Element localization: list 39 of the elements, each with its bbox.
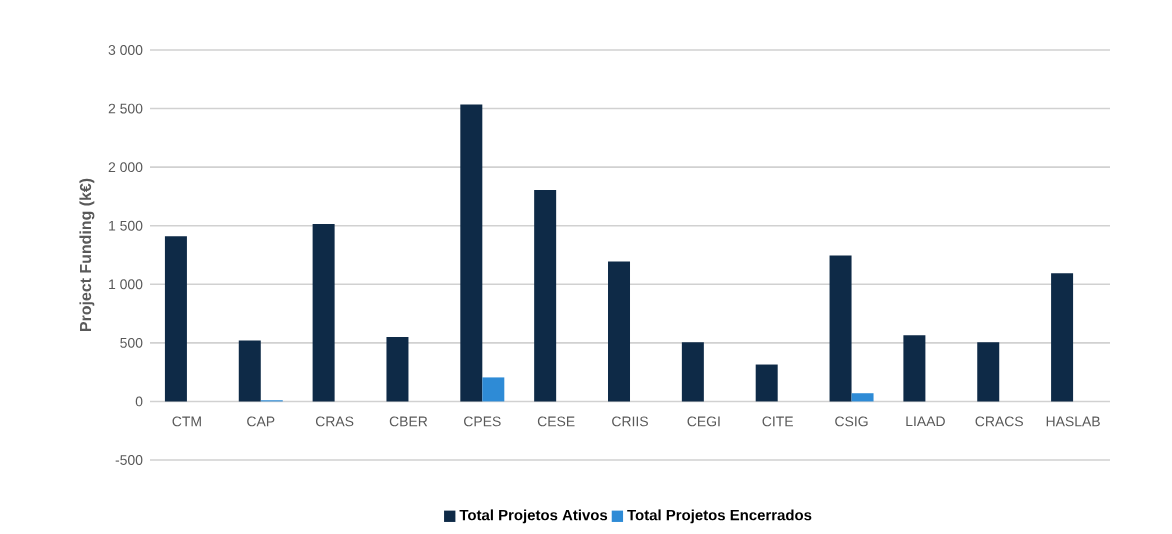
- x-tick-label: HASLAB: [1046, 416, 1100, 427]
- bar: [903, 335, 926, 402]
- bar: [238, 340, 261, 402]
- bar: [851, 393, 874, 402]
- x-tick-label: CRAS: [315, 416, 354, 427]
- x-tick-label: CPES: [464, 416, 501, 427]
- x-tick-label: CEGI: [687, 416, 720, 427]
- bar: [608, 261, 631, 402]
- x-tick-label: CITE: [762, 416, 793, 427]
- bar: [460, 104, 483, 402]
- y-tick-label: 2 500: [108, 103, 143, 114]
- bar: [829, 255, 852, 402]
- bar: [977, 342, 1000, 402]
- bar: [1051, 273, 1074, 402]
- legend-label: Total Projetos Encerrados: [627, 509, 812, 524]
- x-tick-label: CRIIS: [612, 416, 648, 427]
- y-axis-title: Project Funding (k€): [79, 178, 95, 331]
- bar: [534, 189, 557, 402]
- legend-label: Total Projetos Ativos: [459, 509, 608, 524]
- y-tick-label: 500: [120, 337, 143, 348]
- y-tick-label: 2 000: [108, 162, 143, 173]
- x-tick-label: CESE: [537, 416, 575, 427]
- bar: [755, 364, 778, 402]
- x-tick-label: CRACS: [975, 416, 1023, 427]
- x-tick-label: CAP: [247, 416, 275, 427]
- x-tick-label: CSIG: [835, 416, 868, 427]
- bar: [164, 236, 187, 402]
- bar: [312, 223, 335, 402]
- bar: [386, 337, 409, 402]
- y-tick-label: -500: [115, 455, 143, 465]
- y-tick-label: 1 000: [109, 279, 143, 290]
- bar: [482, 377, 505, 402]
- x-tick-label: LIAAD: [906, 416, 945, 427]
- y-tick-label: 1 500: [109, 220, 143, 231]
- bar: [681, 342, 704, 402]
- y-tick-label: 3 000: [108, 45, 143, 55]
- x-tick-label: CBER: [389, 416, 428, 427]
- y-tick-label: 0: [135, 396, 143, 407]
- x-tick-label: CTM: [172, 416, 201, 427]
